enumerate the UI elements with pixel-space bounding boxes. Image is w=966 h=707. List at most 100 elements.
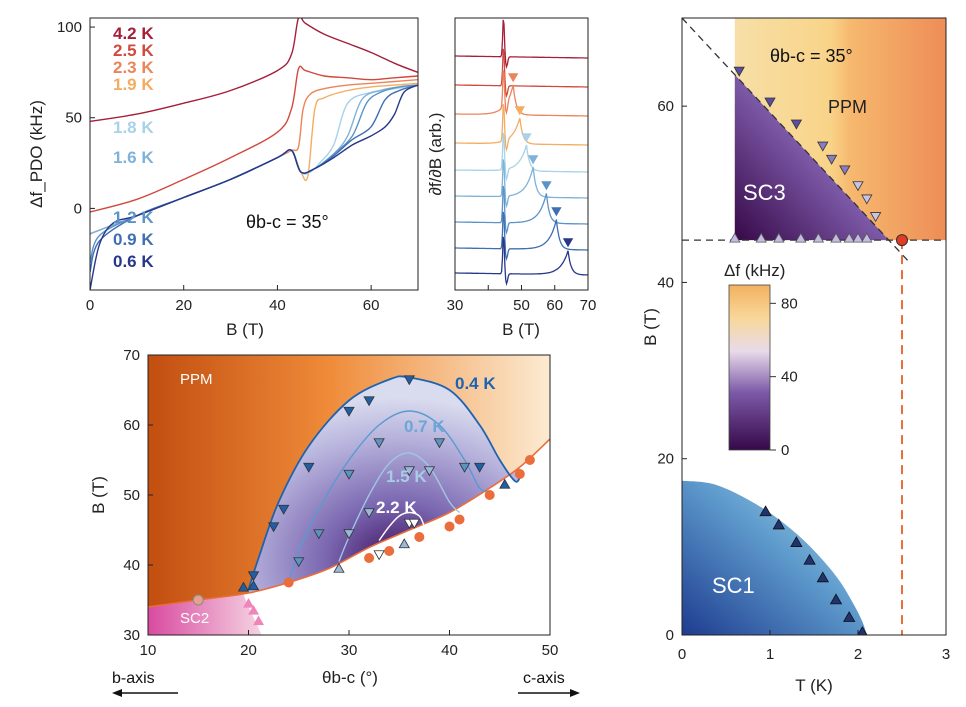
tl-legend-label: 1.8 K	[113, 118, 154, 137]
panel-right: 0 1 2 3 0 20 40 60 θb-c = 35° PPM SC3 SC1 B (T)…	[641, 17, 950, 695]
bl-xtick-label: 20	[240, 642, 257, 659]
bl-sc2-label: SC2	[180, 610, 209, 627]
tm-trace	[455, 132, 588, 182]
tl-legend-label: 1.9 K	[113, 75, 154, 94]
tm-trace	[455, 70, 588, 117]
tl-ytick-label: 100	[57, 19, 82, 36]
tl-legend-label: 2.5 K	[113, 41, 154, 60]
tm-down-triangle-marker	[551, 207, 562, 217]
bl-ytick-label: 50	[123, 487, 140, 504]
r-sc3-up-triangle-marker	[830, 232, 842, 243]
tm-y-axis-label: ∂f/∂B (arb.)	[426, 113, 445, 196]
bl-ppm-boundary-line	[148, 438, 550, 608]
tm-down-triangle-marker	[507, 73, 519, 83]
bl-down-triangle-marker	[343, 406, 355, 417]
tl-legend-label: 4.2 K	[113, 24, 154, 43]
bl-orange-circle-marker	[484, 490, 495, 500]
bl-orange-circle-marker	[283, 577, 294, 588]
bl-dome-label-1-5k: 1.5 K	[386, 467, 427, 486]
r-sc3-down-triangle-marker	[861, 194, 873, 205]
tm-down-triangle-marker	[527, 155, 539, 165]
bl-up-triangle-marker	[237, 581, 250, 592]
bl-down-triangle-marker	[403, 375, 415, 386]
bl-down-triangle-marker	[373, 550, 385, 561]
bl-down-triangle-marker	[267, 522, 280, 533]
tm-trace	[455, 236, 588, 287]
bl-phase-lines	[148, 375, 550, 608]
tl-legend-label: 0.6 K	[113, 252, 154, 271]
r-ticks: 0 1 2 3 0 20 40 60	[657, 98, 950, 663]
tm-down-triangle-marker	[514, 106, 526, 116]
tl-legend-label: 1.2 K	[113, 208, 154, 227]
r-regions	[682, 18, 946, 635]
bl-dome-label-0-4k: 0.4 K	[455, 374, 496, 393]
tm-x-axis-label: B (T)	[502, 320, 540, 339]
bl-down-triangle-marker	[293, 557, 305, 568]
r-sc1-region	[682, 480, 867, 635]
bl-ticks: 10 20 30 40 50 30 40 50 60 70	[123, 347, 558, 659]
bl-down-triangle-marker	[363, 508, 375, 519]
bl-orange-circle-marker	[384, 546, 395, 556]
bl-orange-circle-marker	[514, 469, 525, 479]
tm-down-triangle-marker	[521, 133, 532, 143]
bl-orange-circle-marker	[364, 553, 375, 563]
tm-down-triangle-marker	[562, 238, 574, 248]
b-axis-label: b-axis	[112, 670, 155, 687]
r-sc3-up-triangle-marker	[861, 232, 873, 243]
r-sc1-up-triangle-marker	[829, 593, 843, 605]
tl-x-axis-label: B (T)	[226, 320, 264, 339]
r-sc3-down-triangle-marker	[825, 154, 838, 165]
r-sc3-down-triangle-marker	[764, 97, 776, 108]
bl-down-triangle-marker	[473, 462, 486, 473]
bl-down-triangle-marker	[277, 504, 290, 515]
bl-down-triangle-marker	[408, 518, 421, 529]
tm-ticks: 30 50 70 60	[447, 285, 596, 314]
tm-trace	[455, 211, 588, 262]
bl-orange-circle-marker	[444, 521, 455, 532]
bl-xtick-label: 40	[441, 642, 458, 659]
panel-top-left: 0 20 40 60 0 50 100 4.2 K2.5 K2.3 K1.9 K 1.8 K 1…	[27, 17, 419, 339]
r-xtick-label: 1	[766, 646, 774, 663]
bl-down-triangle-marker	[403, 466, 415, 477]
tm-xtick-label: 50	[513, 297, 530, 314]
r-xtick-label: 0	[678, 646, 686, 663]
bl-dome-line	[247, 375, 521, 590]
bl-ppm-label: PPM	[180, 371, 213, 388]
r-critical-point-marker	[896, 234, 908, 247]
r-sc3-down-triangle-marker	[733, 66, 745, 77]
bl-regions	[148, 355, 550, 635]
r-sc1-up-triangle-marker	[790, 536, 803, 547]
bl-dome-label-0-7k: 0.7 K	[404, 417, 445, 436]
r-sc3-up-triangle-marker	[773, 232, 785, 243]
bl-up-triangle-marker	[247, 580, 260, 591]
bl-orange-circle-marker	[414, 532, 425, 542]
bl-down-triangle-marker	[247, 571, 260, 582]
bl-ytick-label: 70	[123, 347, 140, 364]
c-axis-label: c-axis	[523, 670, 565, 687]
bl-down-triangle-marker	[313, 529, 325, 540]
tm-trace	[455, 185, 588, 236]
r-sc1-up-triangle-marker	[803, 553, 816, 565]
tl-xtick-label: 60	[363, 297, 380, 314]
bl-down-triangle-marker	[373, 438, 385, 449]
tl-curve-42K	[90, 18, 418, 123]
r-sc3-down-triangle-marker	[817, 141, 829, 152]
panel-top-middle: 30 50 70 60 B (T) ∂f/∂B (arb.)	[426, 17, 596, 339]
bl-up-triangle-marker	[398, 538, 410, 549]
bl-orange-circle-marker	[454, 514, 465, 525]
r-markers	[729, 66, 908, 635]
r-sc1-up-triangle-marker	[857, 626, 868, 635]
tm-trace	[455, 159, 588, 209]
panel-bottom-left: 10 20 30 40 50 30 40 50 60 70 PPM SC2 0.4 K 0.7 K…	[89, 347, 580, 697]
bl-down-triangle-marker	[423, 466, 436, 477]
tm-trace	[455, 19, 588, 70]
tl-frame	[89, 17, 419, 291]
bl-sc3-dome-region	[248, 376, 520, 593]
tl-curves	[90, 18, 418, 290]
r-sc3-up-triangle-marker	[795, 232, 807, 243]
r-colorbar-tick-label: 80	[781, 295, 798, 312]
r-ytick-label: 40	[657, 274, 674, 291]
tl-xtick-label: 40	[269, 297, 286, 314]
b-axis-arrow	[112, 689, 178, 697]
